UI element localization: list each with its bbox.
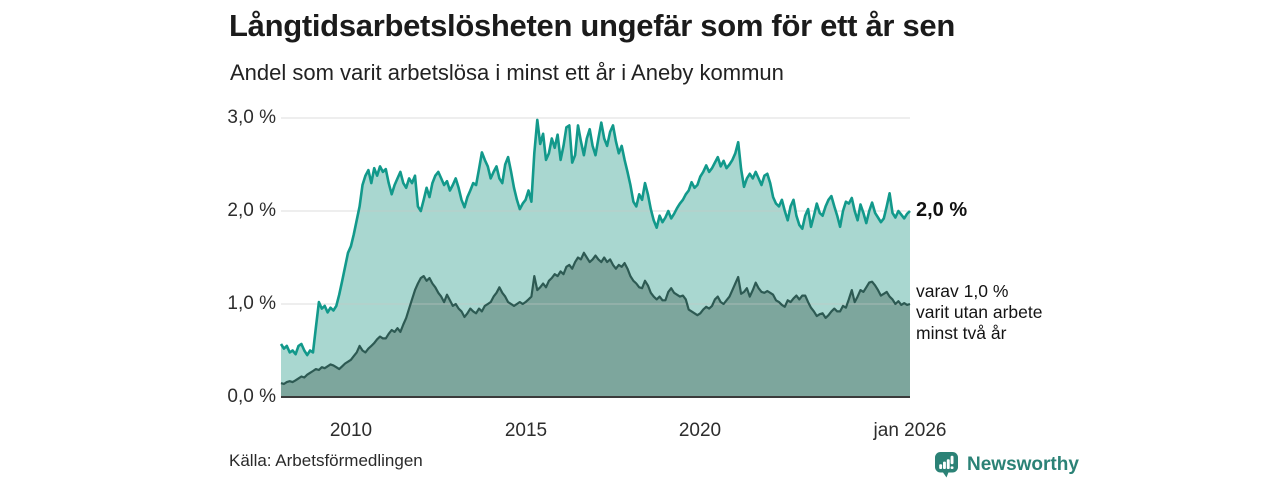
series-line-1 — [280, 251, 911, 386]
newsworthy-bubble-chart-icon — [935, 452, 958, 478]
x-tick-label: jan 2026 — [873, 420, 947, 441]
series-end-label-total: 2,0 % — [916, 199, 968, 221]
y-tick-label: 3,0 % — [227, 107, 276, 128]
chart-subtitle: Andel som varit arbetslösa i minst ett å… — [230, 60, 784, 85]
y-tick-label: 2,0 % — [227, 200, 276, 221]
subset-label-line-3: minst två år — [916, 323, 1007, 343]
chart-title: Långtidsarbetslösheten ungefär som för e… — [229, 8, 956, 43]
series-line-0 — [279, 118, 911, 357]
series-area-1 — [281, 252, 910, 397]
y-tick-label: 0,0 % — [227, 386, 276, 407]
newsworthy-logo-link[interactable]: Newsworthy — [934, 451, 1079, 478]
x-tick-label: 2015 — [504, 420, 548, 441]
subset-label-line-2: varit utan arbete — [916, 302, 1043, 322]
x-tick-label: 2010 — [329, 420, 373, 441]
x-tick-label: 2020 — [678, 420, 722, 441]
subset-label-line-1: varav 1,0 % — [916, 281, 1009, 301]
series-end-label-subset: varav 1,0 % varit utan arbete minst två … — [916, 281, 1042, 344]
y-tick-label: 1,0 % — [227, 293, 276, 314]
source-attribution: Källa: Arbetsförmedlingen — [229, 451, 423, 470]
newsworthy-wordmark: Newsworthy — [967, 453, 1079, 475]
